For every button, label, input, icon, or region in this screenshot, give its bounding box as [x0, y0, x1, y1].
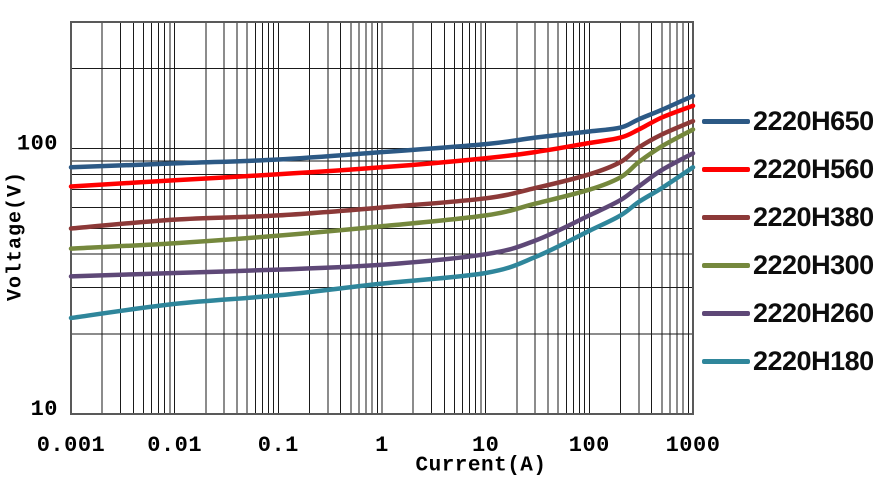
legend-item-2220H560: 2220H560	[702, 145, 874, 193]
legend-swatch-2220H300	[702, 262, 750, 268]
legend-item-2220H380: 2220H380	[702, 193, 874, 241]
x-tick-label: 0.001	[37, 433, 106, 458]
legend-swatch-2220H560	[702, 166, 750, 172]
legend-swatch-2220H180	[702, 358, 750, 364]
legend-item-2220H650: 2220H650	[702, 97, 874, 145]
legend-item-2220H300: 2220H300	[702, 241, 874, 289]
series-line-2220H650	[68, 93, 696, 170]
legend-label: 2220H260	[753, 297, 874, 328]
y-tick-label: 10	[31, 397, 58, 422]
x-tick-label: 100	[569, 433, 610, 458]
y-tick-label: 100	[17, 132, 58, 157]
legend-swatch-2220H650	[702, 118, 750, 124]
series-line-2220H180	[68, 165, 696, 321]
legend-swatch-2220H380	[702, 214, 750, 220]
series-line-2220H260	[68, 151, 696, 279]
legend-item-2220H260: 2220H260	[702, 289, 874, 337]
x-axis-title: Current(A)	[415, 454, 547, 478]
x-tick-label: 0.01	[147, 433, 202, 458]
x-tick-label: 1	[375, 433, 389, 458]
y-axis-title: Voltage(V)	[4, 170, 28, 302]
legend: 2220H650 2220H560 2220H380 2220H300 2220H260…	[702, 97, 874, 385]
x-tick-label: 1000	[666, 433, 721, 458]
legend-item-2220H180: 2220H180	[702, 337, 874, 385]
x-tick-label: 10	[472, 433, 499, 458]
series-line-2220H300	[68, 127, 696, 251]
legend-label: 2220H650	[753, 105, 874, 136]
legend-label: 2220H180	[753, 345, 874, 376]
x-tick-label: 0.1	[258, 433, 299, 458]
series-line-2220H560	[68, 103, 696, 189]
legend-label: 2220H300	[753, 249, 874, 280]
legend-label: 2220H380	[753, 201, 874, 232]
legend-swatch-2220H260	[702, 310, 750, 316]
plot-border	[70, 21, 694, 415]
series-line-2220H380	[68, 118, 696, 231]
legend-label: 2220H560	[753, 153, 874, 184]
